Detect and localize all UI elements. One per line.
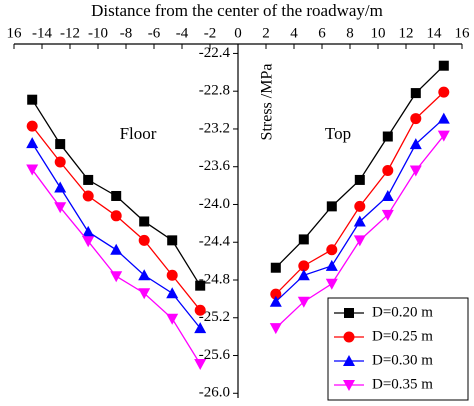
marker — [325, 278, 338, 290]
x-tick-label: 6 — [318, 25, 326, 41]
y-tick-label: -26.0 — [199, 385, 230, 401]
legend-label: D=0.25 m — [372, 328, 433, 344]
x-tick-label: 16 — [455, 25, 471, 41]
x-tick-label: 2 — [262, 25, 270, 41]
marker — [354, 174, 365, 185]
annotation: Top — [325, 124, 351, 143]
legend-label: D=0.30 m — [372, 352, 433, 368]
marker — [54, 156, 66, 168]
marker — [54, 181, 67, 193]
marker — [166, 287, 179, 299]
marker — [382, 131, 393, 142]
y-tick-label: -23.2 — [199, 120, 230, 136]
marker — [410, 113, 422, 125]
marker — [195, 280, 206, 291]
x-tick-label: 14 — [427, 25, 443, 41]
x-tick-label: -10 — [88, 25, 108, 41]
marker — [82, 236, 95, 248]
marker — [110, 271, 123, 283]
marker — [344, 308, 354, 318]
marker — [194, 322, 207, 334]
x-tick-label: 10 — [371, 25, 386, 41]
marker — [138, 288, 151, 300]
x-tick-label: 8 — [346, 25, 354, 41]
x-tick-label: -8 — [120, 25, 133, 41]
marker — [438, 86, 450, 98]
marker — [83, 174, 94, 185]
marker — [82, 225, 95, 237]
marker — [353, 215, 366, 227]
x-tick-label: 4 — [290, 25, 298, 41]
legend-label: D=0.35 m — [372, 376, 433, 392]
marker — [326, 201, 337, 212]
marker — [166, 313, 179, 325]
marker — [54, 202, 67, 214]
y-tick-label: -25.2 — [199, 309, 230, 325]
marker — [194, 304, 206, 316]
marker — [269, 323, 282, 335]
x-tick-label: -12 — [60, 25, 80, 41]
y-tick-label: -22.8 — [199, 83, 230, 99]
marker — [343, 355, 355, 366]
x-tick-label: -6 — [148, 25, 161, 41]
marker — [26, 137, 39, 149]
marker — [26, 164, 39, 176]
y-tick-label: -24.8 — [199, 271, 230, 287]
marker — [111, 190, 122, 201]
marker — [298, 234, 309, 245]
y-tick-label: -22.4 — [199, 45, 231, 61]
y-tick-label: -24.4 — [199, 234, 231, 250]
marker — [343, 380, 355, 391]
marker — [409, 138, 422, 150]
marker — [110, 210, 122, 222]
marker — [410, 88, 421, 99]
marker — [55, 139, 66, 150]
marker — [409, 165, 422, 177]
marker — [353, 235, 366, 247]
marker — [354, 200, 366, 212]
marker — [343, 331, 355, 343]
y-axis-title: Stress /MPa — [259, 64, 276, 141]
x-tick-label: 0 — [234, 25, 242, 41]
marker — [381, 189, 394, 201]
marker — [382, 164, 394, 176]
marker — [269, 295, 282, 307]
marker — [297, 269, 310, 281]
marker — [27, 94, 38, 105]
x-tick-label: -14 — [32, 25, 52, 41]
marker — [138, 269, 151, 281]
annotation: Floor — [120, 124, 157, 143]
marker — [298, 260, 310, 272]
marker — [297, 296, 310, 308]
legend-label: D=0.20 m — [372, 304, 433, 320]
marker — [326, 244, 338, 256]
marker — [26, 120, 38, 132]
marker — [270, 262, 281, 273]
marker — [110, 243, 123, 255]
x-tick-label: 16 — [7, 25, 23, 41]
y-tick-label: -25.6 — [199, 347, 231, 363]
marker — [139, 216, 150, 227]
marker — [82, 190, 94, 202]
x-axis-title: Distance from the center of the roadway/… — [91, 1, 383, 20]
x-tick-label: 12 — [399, 25, 414, 41]
marker — [270, 288, 282, 300]
marker — [381, 209, 394, 221]
y-tick-label: -24.0 — [199, 196, 230, 212]
marker — [437, 130, 450, 142]
marker — [194, 359, 207, 371]
marker — [325, 259, 338, 271]
y-tick-label: -23.6 — [199, 158, 231, 174]
marker — [138, 234, 150, 246]
marker — [167, 235, 178, 246]
marker — [437, 112, 450, 124]
marker — [166, 269, 178, 281]
x-tick-label: -2 — [204, 25, 217, 41]
x-tick-label: -4 — [176, 25, 189, 41]
marker — [438, 60, 449, 71]
